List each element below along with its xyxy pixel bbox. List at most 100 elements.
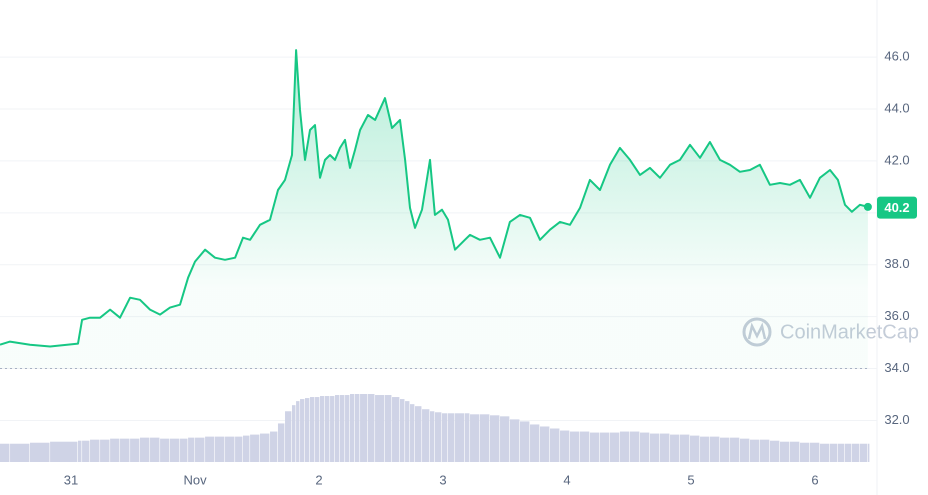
volume-bar bbox=[730, 437, 740, 462]
volume-bar bbox=[569, 431, 580, 462]
x-tick-label: 6 bbox=[811, 472, 818, 487]
volume-bar bbox=[405, 401, 410, 462]
volume-bar bbox=[455, 413, 465, 462]
volume-bar bbox=[180, 438, 188, 462]
volume-bar bbox=[150, 437, 160, 462]
volume-bar bbox=[479, 414, 490, 462]
volume-bar bbox=[90, 439, 100, 462]
volume-bar bbox=[309, 397, 315, 462]
volume-bar bbox=[700, 436, 710, 462]
volume-bar bbox=[422, 409, 430, 462]
volume-bar bbox=[77, 440, 82, 462]
volume-bar bbox=[709, 436, 720, 462]
volume-bar bbox=[0, 443, 10, 462]
volume-bar bbox=[320, 396, 325, 462]
y-tick-label: 44.0 bbox=[884, 100, 909, 115]
volume-bar bbox=[779, 441, 790, 462]
x-tick-label: Nov bbox=[183, 472, 207, 487]
volume-bar bbox=[629, 431, 640, 462]
volume-bar bbox=[277, 423, 285, 462]
volume-bar bbox=[270, 431, 278, 462]
volume-bar bbox=[305, 398, 310, 462]
volume-bar bbox=[819, 443, 830, 462]
y-tick-label: 42.0 bbox=[884, 152, 909, 167]
x-tick-label: 2 bbox=[315, 472, 322, 487]
volume-bar bbox=[489, 415, 500, 462]
volume-bar bbox=[549, 428, 560, 462]
volume-bar bbox=[330, 396, 335, 462]
volume-bar bbox=[225, 436, 235, 462]
volume-bar bbox=[464, 413, 470, 462]
volume-bar bbox=[749, 439, 760, 462]
volume-bar bbox=[519, 421, 530, 462]
y-tick-label: 32.0 bbox=[884, 412, 909, 427]
volume-bar bbox=[610, 432, 620, 462]
volume-bar bbox=[442, 413, 448, 462]
volume-bar bbox=[670, 434, 680, 462]
volume-bar bbox=[560, 430, 570, 462]
volume-bar bbox=[354, 394, 360, 462]
volume-bar bbox=[589, 432, 600, 462]
volume-bar bbox=[470, 414, 480, 462]
volume-bar bbox=[384, 395, 392, 462]
x-tick-label: 4 bbox=[563, 472, 570, 487]
volume-bar bbox=[205, 436, 215, 462]
volume-bar bbox=[429, 411, 435, 462]
volume-bar bbox=[399, 399, 405, 462]
x-tick-label: 5 bbox=[687, 472, 694, 487]
volume-bar bbox=[500, 416, 510, 462]
volume-bar bbox=[160, 438, 170, 462]
price-tag-label: 40.2 bbox=[884, 200, 909, 215]
volume-bar bbox=[296, 401, 300, 462]
volume-bar bbox=[130, 438, 140, 462]
volume-bar bbox=[110, 438, 120, 462]
volume-bar bbox=[640, 432, 650, 462]
volume-bar bbox=[50, 441, 78, 462]
volume-bar bbox=[335, 395, 340, 462]
volume-bar bbox=[509, 419, 520, 462]
volume-bar bbox=[837, 443, 845, 462]
volume-bar bbox=[809, 442, 820, 462]
price-tag bbox=[877, 196, 917, 219]
volume-bar bbox=[414, 406, 422, 462]
volume-bar bbox=[739, 438, 750, 462]
volume-bar bbox=[350, 394, 355, 462]
volume-bar bbox=[120, 438, 130, 462]
volume-bar bbox=[360, 394, 368, 462]
volume-bar bbox=[375, 395, 385, 462]
volume-bar bbox=[10, 443, 30, 462]
y-tick-label: 38.0 bbox=[884, 256, 909, 271]
volume-bar bbox=[867, 443, 870, 462]
volume-bar bbox=[291, 405, 296, 462]
volume-bar bbox=[759, 439, 770, 462]
last-point bbox=[863, 202, 872, 211]
volume-bar bbox=[719, 437, 730, 462]
volume-bar bbox=[659, 433, 670, 462]
volume-bar bbox=[851, 443, 860, 462]
volume-bar bbox=[530, 424, 540, 462]
x-tick-label: 3 bbox=[439, 472, 446, 487]
volume-bar bbox=[679, 434, 690, 462]
volume-bar bbox=[169, 438, 180, 462]
volume-bar bbox=[599, 432, 610, 462]
x-tick-label: 31 bbox=[64, 472, 78, 487]
price-line bbox=[0, 49, 869, 348]
volume-bar bbox=[844, 443, 852, 462]
volume-bar bbox=[214, 436, 225, 462]
volume-bar bbox=[410, 404, 415, 462]
volume-bar bbox=[315, 397, 320, 462]
volume-bar bbox=[300, 399, 305, 462]
volume-bar bbox=[859, 443, 868, 462]
volume-bar bbox=[324, 396, 330, 462]
volume-bar bbox=[285, 411, 292, 462]
volume-bar bbox=[339, 395, 345, 462]
volume-bar bbox=[789, 441, 800, 462]
volume-bar bbox=[235, 436, 243, 462]
volume-bar bbox=[829, 443, 838, 462]
volume-bar bbox=[139, 437, 150, 462]
volume-bar bbox=[619, 431, 630, 462]
volume-bar bbox=[345, 395, 350, 462]
volume-bar bbox=[649, 433, 660, 462]
volume-bar bbox=[769, 440, 780, 462]
